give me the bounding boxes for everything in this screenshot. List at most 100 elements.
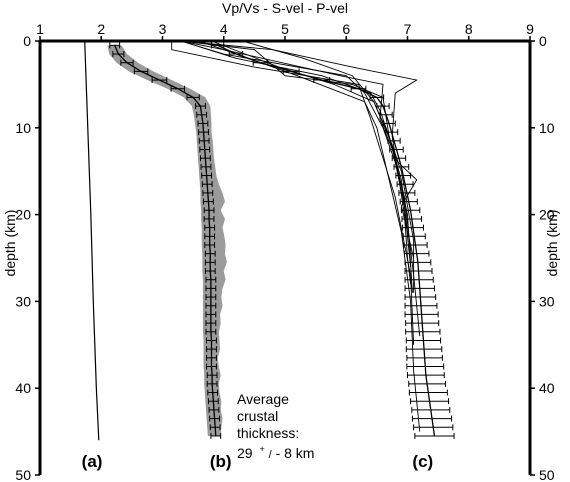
y-tick-label-right: 20 (539, 207, 555, 223)
annotation-value: 29 + / - 8 km (237, 439, 314, 461)
series-c-point (411, 415, 453, 422)
series-b-point (207, 389, 219, 396)
x-tick-label: 6 (342, 21, 350, 37)
panel-label: (a) (82, 452, 103, 471)
panel-label-layer: (a) (b) (c) (82, 452, 434, 471)
y-tick-label-left: 40 (15, 380, 31, 396)
series-b-point (204, 268, 216, 275)
series-b-band (107, 45, 227, 436)
y-tick-label-right: 50 (539, 467, 555, 482)
series-b-point (205, 294, 217, 301)
x-tick-label: 3 (159, 21, 167, 37)
series-b-point (120, 59, 134, 66)
series-c-point (414, 432, 455, 439)
series-b-point (206, 346, 217, 353)
series-b-point (204, 241, 216, 248)
y-tick-label-left: 10 (15, 120, 31, 136)
series-b-point (205, 276, 217, 283)
annotation-value-sup: + (259, 444, 264, 454)
annotation-value-sub: / (269, 449, 273, 461)
series-b-point (196, 111, 208, 118)
series-b-point (151, 77, 168, 84)
series-layer (84, 40, 455, 441)
x-tick-label: 5 (281, 21, 289, 37)
series-c-point (404, 311, 439, 318)
series-b-point (204, 233, 216, 240)
series-b-point (209, 415, 220, 422)
x-tick-label: 2 (97, 21, 105, 37)
series-c-point (399, 198, 418, 205)
series-b-point (206, 372, 218, 379)
series-b-point (195, 103, 206, 110)
series-b-point (203, 198, 214, 205)
series-b-point (205, 302, 217, 309)
y-tick-label-right: 40 (539, 380, 555, 396)
series-b-point (205, 328, 217, 335)
model-profile-line (180, 40, 412, 267)
series-c-point (405, 346, 443, 353)
series-b-point (206, 337, 217, 344)
annotation-line-2: crustal (237, 408, 278, 424)
series-b-point (200, 163, 212, 170)
x-tick-label: 9 (526, 21, 534, 37)
model-profile-line (180, 40, 421, 337)
x-tick-label: 4 (220, 21, 228, 37)
series-c-trend (217, 44, 436, 437)
series-b-point (198, 137, 210, 144)
series-b-point (204, 250, 216, 257)
series-b-point (206, 354, 217, 361)
model-profile-line (180, 40, 418, 259)
series-b-point (201, 181, 213, 188)
series-b-trend (114, 45, 217, 436)
model-profile-line (180, 40, 415, 293)
series-b-point (205, 311, 217, 318)
axes-layer (35, 36, 535, 476)
series-b-point (206, 380, 218, 387)
chart-title: Vp/Vs - S-vel - P-vel (222, 0, 348, 16)
series-c-point (413, 424, 454, 431)
annotation-value-rest: - 8 km (276, 445, 315, 461)
series-b-point (205, 285, 217, 292)
series-b-point (133, 68, 149, 75)
series-b-point (205, 320, 217, 327)
model-profile-line (211, 40, 413, 293)
series-b-point (206, 363, 217, 370)
panel-label: (c) (412, 452, 433, 471)
y-tick-label-left: 20 (15, 207, 31, 223)
series-b-point (209, 424, 221, 431)
series-b-point (186, 94, 200, 101)
series-b-point (170, 85, 186, 92)
series-b-point (204, 224, 216, 231)
x-tick-label: 8 (465, 21, 473, 37)
y-axis-label-left: depth (km) (2, 210, 18, 277)
y-tick-label-left: 0 (23, 33, 31, 49)
annotation-line-1: Average (237, 391, 289, 407)
series-b-point (201, 172, 212, 179)
series-c-point (401, 215, 423, 222)
series-b-point (203, 215, 215, 222)
annotation-line-3: thickness: (237, 425, 299, 441)
y-tick-label-left: 30 (15, 293, 31, 309)
panel-label: (b) (210, 452, 232, 471)
series-b-point (199, 155, 211, 162)
model-profile-line (180, 40, 418, 285)
series-b-point (203, 207, 215, 214)
model-profile-line (242, 40, 408, 233)
series-c-point (411, 406, 451, 413)
y-tick-label-left: 50 (15, 467, 31, 482)
y-axis-label-right: depth (km) (544, 210, 560, 277)
vpvs-uncertainty-band-layer (107, 45, 227, 436)
series-b-point (210, 432, 222, 439)
x-tick-label: 7 (404, 21, 412, 37)
series-c-point (405, 328, 441, 335)
series-c-point (404, 285, 435, 292)
series-a-line (84, 40, 100, 441)
series-b-point (204, 259, 216, 266)
series-b-point (202, 189, 214, 196)
thickness-annotation: Average crustal thickness: 29 + / - 8 km (237, 391, 314, 461)
y-tick-label-right: 0 (539, 33, 547, 49)
x-tick-label: 1 (36, 21, 44, 37)
y-tick-label-right: 10 (539, 120, 555, 136)
